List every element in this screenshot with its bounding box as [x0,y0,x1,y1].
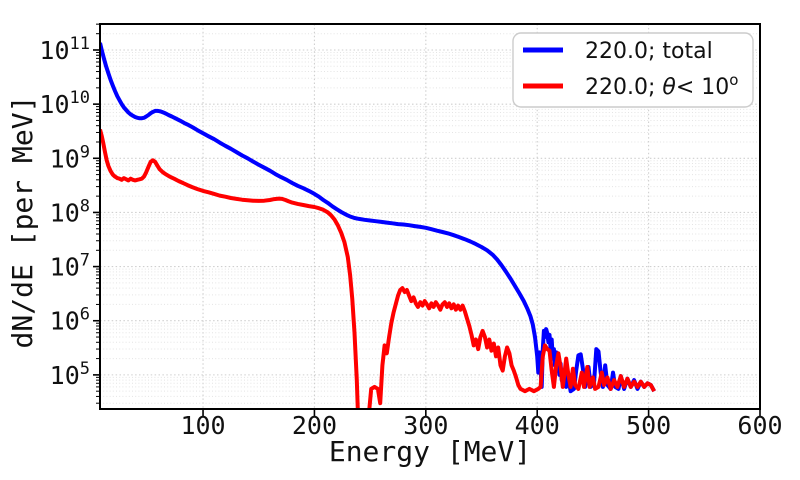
x-tick-label: 100 [180,411,225,440]
legend-box [512,32,754,108]
y-tick-label: 106 [50,305,90,336]
y-tick-label: 1011 [39,34,90,65]
y-tick-label: 109 [50,142,90,173]
y-tick-label: 107 [50,251,90,282]
theta-symbol: θ [662,75,676,100]
x-axis-label: Energy [MeV] [329,435,531,468]
x-tick-label: 200 [292,411,337,440]
data-series [100,42,656,409]
x-tick-label: 400 [515,411,560,440]
y-tick-label: 108 [50,196,90,227]
legend-label-total: 220.0; total [585,39,713,64]
y-axis-label: dN/dE [per MeV] [6,96,39,349]
axis-ticks [93,23,761,416]
x-tick-label: 300 [403,411,448,440]
plot-frame [99,23,761,410]
x-tick-label: 500 [626,411,671,440]
y-tick-label: 105 [50,359,90,390]
y-tick-label: 1010 [39,88,90,119]
axis-tick-labels: 105 106 107 108 109 1010 1011 100 200 300 400 500 60… [39,34,782,440]
legend: 220.0; total 220.0; θ< 10o [512,32,754,108]
series-curve-total [100,42,656,394]
legend-label-theta: 220.0; θ< 10o [585,71,738,100]
x-tick-label: 600 [737,411,782,440]
series-curve-theta-lt-10 [100,128,656,409]
